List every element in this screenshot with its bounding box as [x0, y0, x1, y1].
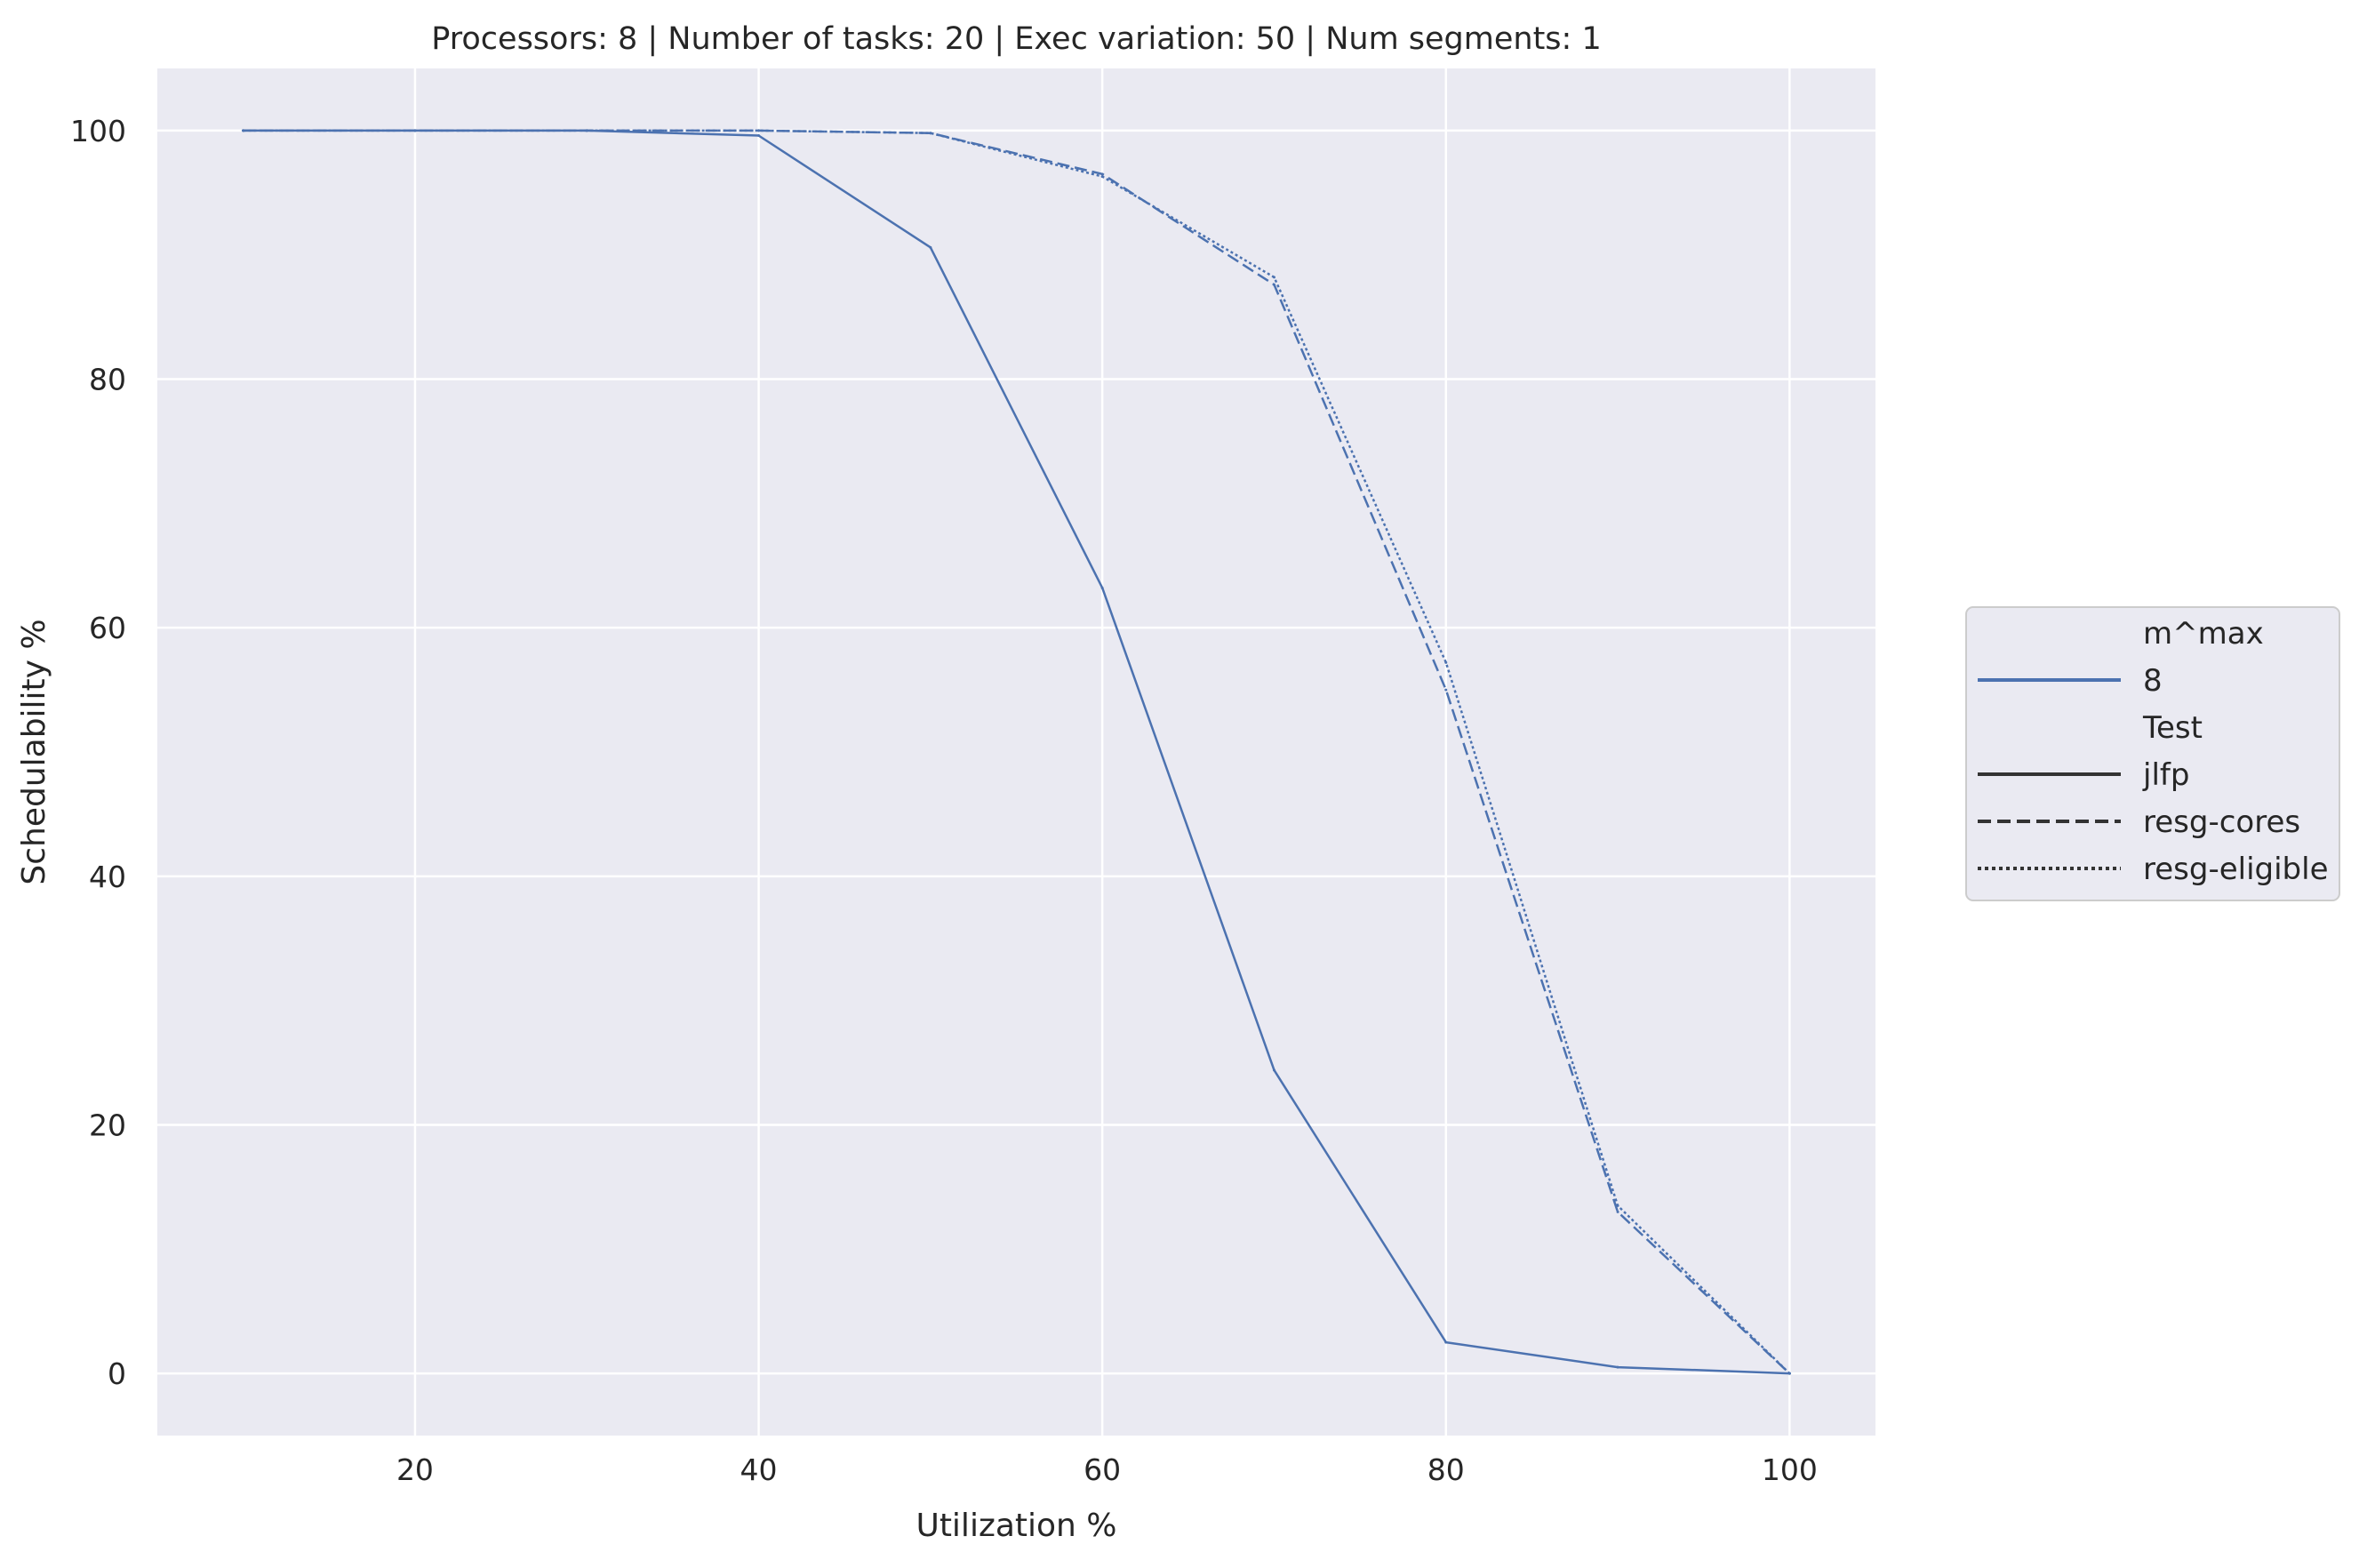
y-tick-label: 100: [70, 114, 126, 148]
data-point-jlfp: [1100, 586, 1104, 589]
y-tick-label: 20: [89, 1108, 126, 1142]
legend-label-8: 8: [2143, 663, 2163, 699]
y-tick-label: 0: [108, 1356, 126, 1391]
series-lines: [242, 129, 1791, 1375]
data-point-resg-eligible: [1787, 1372, 1791, 1375]
data-point-jlfp: [757, 134, 761, 138]
data-point-resg-cores: [1616, 1210, 1619, 1213]
data-point-resg-cores: [1100, 172, 1104, 176]
y-tick-label: 80: [89, 363, 126, 397]
legend-label-resg-cores: resg-cores: [2143, 804, 2300, 840]
data-point-resg-eligible: [585, 129, 588, 132]
data-point-resg-cores: [1444, 688, 1448, 692]
data-point-resg-eligible: [242, 129, 245, 132]
y-tick-label: 60: [89, 611, 126, 645]
data-point-jlfp: [929, 245, 932, 249]
data-point-resg-eligible: [413, 129, 417, 132]
y-tick-labels: 0 20 40 60 80 100: [70, 114, 126, 1391]
legend-hue-title: m^max: [2143, 616, 2264, 652]
series-line-resg-eligible: [243, 129, 1791, 1374]
legend-style-title: Test: [2142, 710, 2203, 746]
legend-label-resg-eligible: resg-eligible: [2143, 852, 2329, 887]
x-tick-label: 100: [1762, 1452, 1818, 1487]
y-axis-label: Schedulability %: [16, 619, 52, 884]
data-point-resg-eligible: [1100, 175, 1104, 179]
data-point-resg-eligible: [757, 129, 761, 132]
x-tick-labels: 20 40 60 80 100: [396, 1452, 1818, 1487]
x-tick-label: 80: [1427, 1452, 1465, 1487]
data-point-jlfp: [1444, 1340, 1448, 1344]
y-tick-label: 40: [89, 860, 126, 894]
plot-background: [157, 68, 1875, 1436]
data-point-resg-eligible: [929, 132, 932, 135]
data-point-resg-eligible: [1272, 276, 1275, 279]
data-point-resg-cores: [1272, 283, 1275, 286]
legend-label-jlfp: jlfp: [2142, 757, 2189, 793]
x-tick-label: 40: [740, 1452, 778, 1487]
grid-lines: [157, 68, 1875, 1436]
legend-entries: 8 jlfp resg-cores resg-eligible: [1978, 663, 2329, 887]
data-point-jlfp: [1272, 1068, 1275, 1072]
chart-title: Processors: 8 | Number of tasks: 20 | Ex…: [431, 21, 1601, 57]
data-point-jlfp: [1616, 1365, 1619, 1369]
data-point-resg-eligible: [1444, 660, 1448, 664]
legend: m^max Test 8 jlfp resg-cores resg-eligible: [1965, 606, 2340, 901]
data-point-resg-eligible: [1616, 1204, 1619, 1207]
x-tick-label: 20: [396, 1452, 434, 1487]
x-axis-label: Utilization %: [916, 1508, 1116, 1544]
x-tick-label: 60: [1084, 1452, 1121, 1487]
